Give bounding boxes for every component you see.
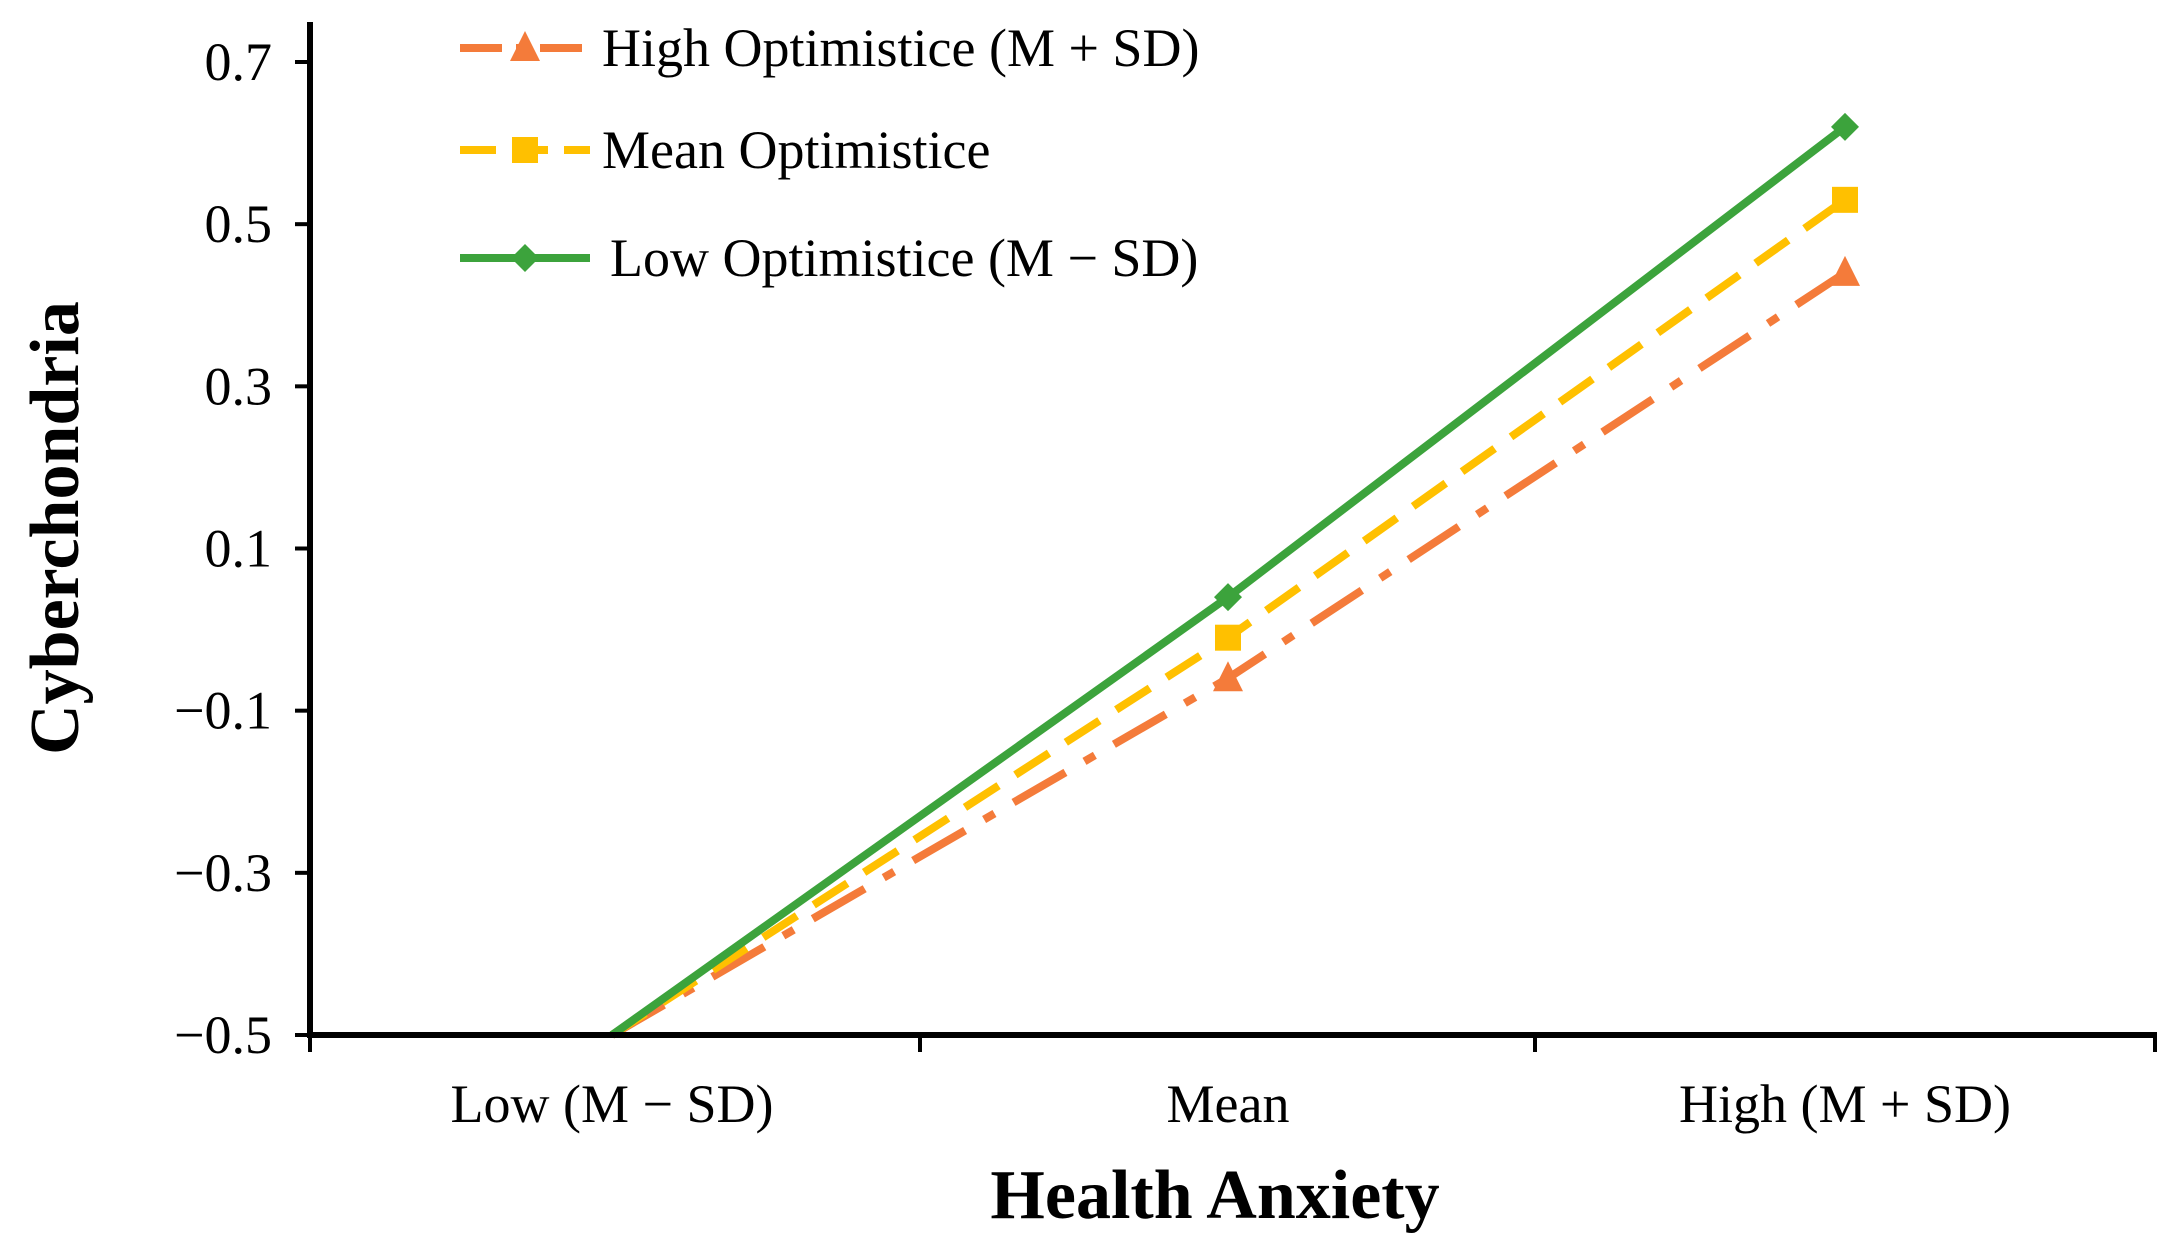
legend-label: High Optimistice (M + SD) [602,18,1199,78]
series-2 [609,112,1859,1039]
legend-item: Mean Optimistice [460,120,990,180]
y-axis-title: Cyberchondria [17,301,94,755]
legend-swatch-marker [511,244,539,272]
y-tick-label: −0.1 [174,681,272,741]
data-point [1215,624,1241,651]
data-point [1830,255,1860,286]
x-tick-label: High (M + SD) [1679,1074,2011,1134]
data-point [1832,186,1858,213]
axes-layer [307,22,2157,1038]
series-line [609,269,1848,1039]
y-tick-label: 0.3 [205,356,273,416]
x-tick-label: Low (M − SD) [451,1074,774,1134]
series-0 [609,255,1860,1039]
y-tick-label: −0.5 [174,1005,272,1065]
legend: High Optimistice (M + SD) Mean Optimistic… [460,18,1199,288]
legend-swatch-marker [512,137,538,163]
data-point [1213,661,1243,692]
y-tick-label: 0.1 [205,519,273,579]
x-tick-label: Mean [1167,1074,1290,1134]
legend-item: High Optimistice (M + SD) [460,18,1199,78]
series-layer [609,112,1860,1039]
x-axis-title: Health Anxiety [990,1157,1439,1234]
data-point [1214,583,1242,612]
legend-label: Mean Optimistice [602,120,990,180]
x-ticks: Low (M − SD) Mean High (M + SD) [308,1035,2157,1134]
y-tick-label: 0.5 [205,194,273,254]
y-tick-label: −0.3 [174,843,272,903]
series-line [609,196,1848,1039]
y-tick-label: 0.7 [205,32,273,92]
data-point [1831,112,1859,141]
series-1 [609,186,1858,1039]
legend-label: Low Optimistice (M − SD) [610,228,1198,288]
legend-item: Low Optimistice (M − SD) [460,228,1198,288]
legend-swatch-marker [510,31,540,61]
y-ticks: −0.5 −0.3 −0.1 0.1 0.3 0.5 0.7 [174,32,310,1065]
